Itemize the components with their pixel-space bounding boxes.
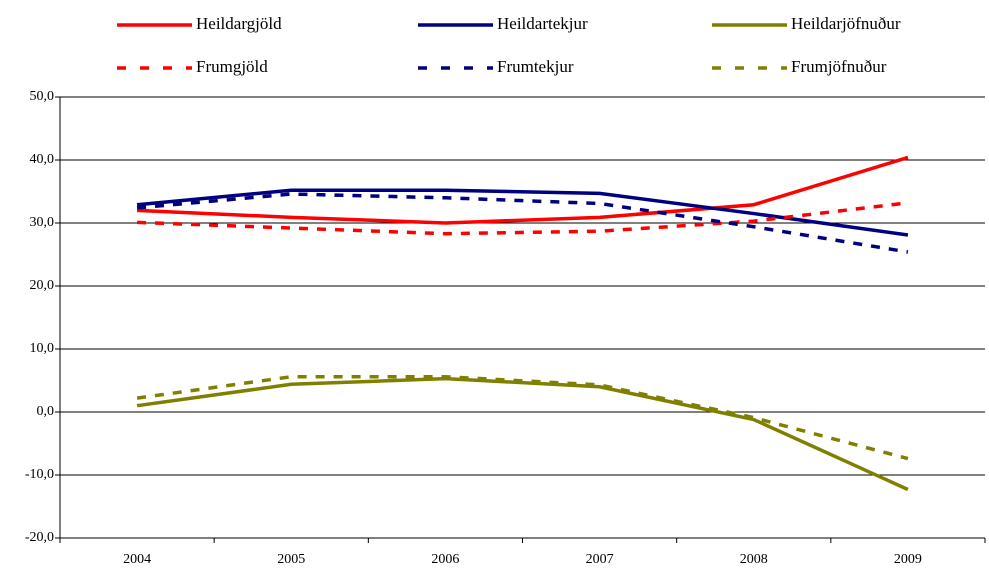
x-tick-label: 2009 [894, 552, 922, 567]
series-line [136, 188, 909, 237]
y-tick-label: 0,0 [37, 404, 55, 419]
y-tick-label: 10,0 [30, 341, 55, 356]
series-line [137, 155, 909, 225]
legend: Heildargjöld Heildartekjur Heildarjöfnuður… [117, 14, 901, 76]
y-tick-label: -20,0 [25, 530, 54, 545]
legend-label: Heildarjöfnuður [791, 14, 901, 33]
series-line [136, 374, 909, 461]
y-tick-label: 50,0 [30, 89, 55, 104]
legend-label: Frumjöfnuður [791, 57, 887, 76]
series-line [137, 201, 909, 236]
y-tick-label: 40,0 [30, 152, 55, 167]
x-tick-label: 2006 [431, 552, 459, 567]
x-tick-label: 2005 [277, 552, 305, 567]
y-tick-label: 30,0 [30, 215, 55, 230]
x-tick-label: 2004 [123, 552, 151, 567]
y-tick-label: 20,0 [30, 278, 55, 293]
x-tick-label: 2008 [740, 552, 768, 567]
series-line [136, 376, 909, 492]
legend-label: Heildartekjur [497, 14, 588, 33]
y-tick-label: -10,0 [25, 467, 54, 482]
series-line [136, 192, 909, 254]
legend-label: Heildargjöld [196, 14, 282, 33]
legend-label: Frumtekjur [497, 57, 574, 76]
x-tick-label: 2007 [586, 552, 614, 567]
legend-label: Frumgjöld [196, 57, 268, 76]
